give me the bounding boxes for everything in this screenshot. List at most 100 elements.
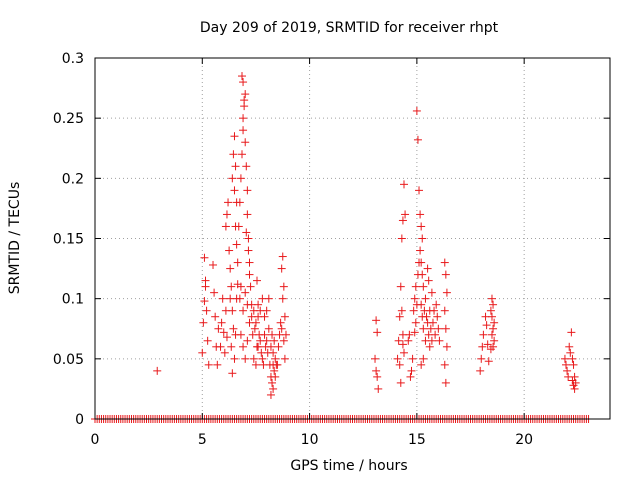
data-point [224, 198, 233, 207]
data-point [245, 258, 254, 267]
data-point [417, 222, 426, 231]
data-point [430, 306, 439, 315]
data-point [230, 186, 239, 195]
data-point [240, 96, 249, 105]
data-point [216, 342, 225, 351]
data-point [562, 360, 571, 369]
data-point [236, 282, 245, 291]
data-point [269, 348, 278, 357]
data-point [266, 342, 275, 351]
data-point [268, 330, 277, 339]
data-point [241, 354, 250, 363]
data-point [235, 198, 244, 207]
data-point [487, 294, 496, 303]
data-point [250, 324, 259, 333]
data-point [424, 276, 433, 285]
data-point [418, 270, 427, 279]
data-point [432, 300, 441, 309]
data-point [416, 246, 425, 255]
y-tick-label: 0.15 [53, 232, 84, 248]
data-point [231, 162, 240, 171]
data-point [407, 366, 416, 375]
data-point [410, 328, 419, 337]
data-point [214, 324, 223, 333]
x-tick-label: 20 [515, 432, 533, 448]
data-point [281, 330, 290, 339]
data-point [406, 372, 415, 381]
data-point [569, 360, 578, 369]
data-point [245, 270, 254, 279]
data-point [200, 297, 209, 306]
data-point [423, 264, 432, 273]
y-tick-label: 0.25 [53, 111, 84, 127]
data-point [398, 340, 407, 349]
grid-lines [95, 58, 610, 419]
data-point [243, 210, 252, 219]
data-point [409, 306, 418, 315]
data-point [570, 372, 579, 381]
data-point [279, 282, 288, 291]
data-point [486, 306, 495, 315]
data-point [440, 360, 449, 369]
data-point [434, 324, 443, 333]
data-point [411, 318, 420, 327]
y-ticks: 0 0.05 0.1 0.15 0.2 0.25 0.3 [53, 51, 610, 428]
data-markers [153, 72, 580, 399]
data-point [244, 234, 253, 243]
data-point [209, 260, 218, 269]
data-point [416, 210, 425, 219]
data-point [264, 324, 273, 333]
data-point [278, 294, 287, 303]
data-point [243, 336, 252, 345]
data-point [201, 276, 210, 285]
data-point [210, 288, 219, 297]
data-point [280, 354, 289, 363]
data-point [211, 312, 220, 321]
data-point [568, 376, 577, 385]
data-point [440, 306, 449, 315]
data-point [411, 282, 420, 291]
data-point [489, 300, 498, 309]
data-point [395, 312, 404, 321]
data-point [198, 348, 207, 357]
data-point [418, 234, 427, 243]
data-point [277, 264, 286, 273]
data-point [266, 390, 275, 399]
data-point [442, 342, 451, 351]
data-point [200, 253, 209, 262]
data-point [227, 282, 236, 291]
data-point [487, 330, 496, 339]
data-point [478, 342, 487, 351]
data-point [237, 150, 246, 159]
data-point [219, 328, 228, 337]
data-point [233, 258, 242, 267]
data-point [280, 312, 289, 321]
data-point [441, 378, 450, 387]
data-point [239, 342, 248, 351]
data-point [203, 336, 212, 345]
x-tick-label: 5 [198, 432, 207, 448]
data-point [239, 78, 248, 87]
y-tick-label: 0.3 [62, 51, 84, 67]
x-tick-label: 0 [91, 432, 100, 448]
data-point [234, 222, 243, 231]
data-point [222, 210, 231, 219]
data-point [404, 336, 413, 345]
y-tick-label: 0.2 [62, 171, 84, 187]
data-point [484, 357, 493, 366]
data-point [417, 300, 426, 309]
data-point [226, 264, 235, 273]
data-point [431, 330, 440, 339]
data-point [236, 330, 245, 339]
data-point [213, 360, 222, 369]
data-point [246, 282, 255, 291]
data-point [229, 150, 238, 159]
data-point [232, 240, 241, 249]
data-point [482, 321, 491, 330]
data-point [251, 360, 260, 369]
data-point [236, 174, 245, 183]
data-point [254, 300, 263, 309]
data-point [425, 342, 434, 351]
data-point [204, 360, 213, 369]
data-point [253, 276, 262, 285]
